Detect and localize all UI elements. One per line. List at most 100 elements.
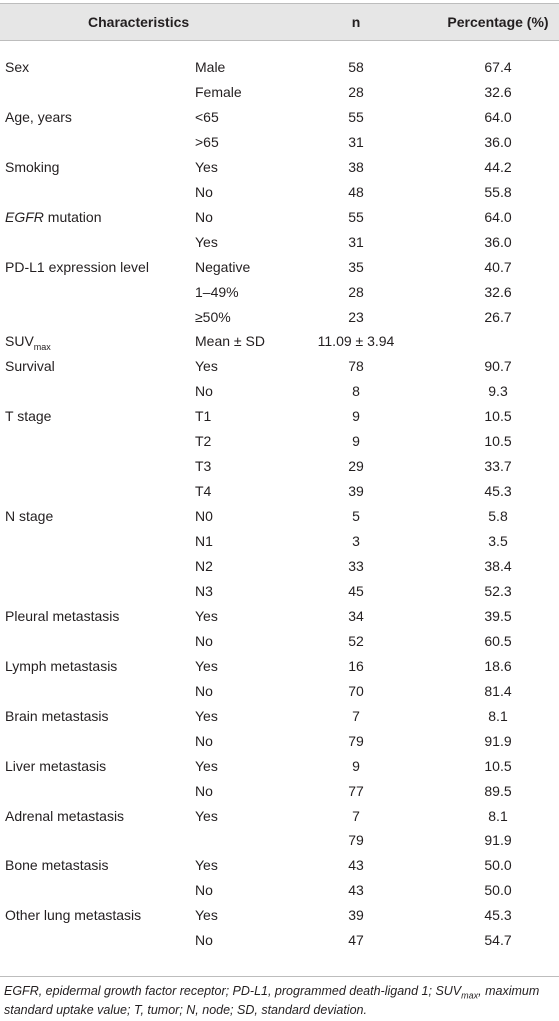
percentage-cell: 36.0 xyxy=(484,233,512,250)
characteristic-em: EGFR xyxy=(5,208,44,225)
n-cell: 23 xyxy=(348,308,364,325)
group-cell: No xyxy=(195,782,213,799)
characteristic-cell: T stage xyxy=(5,407,51,425)
percentage-cell: 3.5 xyxy=(488,533,508,550)
characteristic-cell: Lymph metastasis xyxy=(5,657,117,675)
n-cell: 39 xyxy=(348,483,364,500)
group-cell: Yes xyxy=(195,757,218,774)
n-cell: 31 xyxy=(348,133,364,150)
percentage-cell: 81.4 xyxy=(484,682,512,699)
percentage-cell: 55.8 xyxy=(484,183,512,200)
percentage-cell: 90.7 xyxy=(484,358,512,375)
n-cell: 58 xyxy=(348,59,364,75)
n-cell: 55 xyxy=(348,108,364,125)
percentage-cell: 9.3 xyxy=(488,383,508,400)
characteristic-text: N stage xyxy=(5,508,54,525)
percentage-cell: 50.0 xyxy=(484,882,512,899)
percentage-cell: 36.0 xyxy=(484,133,512,150)
group-cell: Yes xyxy=(195,807,218,824)
n-cell: 38 xyxy=(348,158,364,175)
n-cell: 79 xyxy=(348,732,364,749)
n-cell: 28 xyxy=(348,83,364,100)
footnote: EGFR, epidermal growth factor receptor; … xyxy=(4,982,556,1020)
characteristic-cell: Survival xyxy=(5,357,55,375)
n-cell: 8 xyxy=(352,383,360,400)
footnote-sub: max xyxy=(461,990,479,1001)
group-cell: No xyxy=(195,932,213,949)
characteristic-text: Age, years xyxy=(5,108,72,125)
characteristic-text: Brain metastasis xyxy=(5,707,109,724)
group-cell: T3 xyxy=(195,458,212,475)
n-cell: 16 xyxy=(348,657,364,674)
percentage-cell: 10.5 xyxy=(484,408,512,425)
characteristic-text: Smoking xyxy=(5,158,60,175)
percentage-cell: 52.3 xyxy=(484,582,512,599)
characteristic-text: SUV xyxy=(5,333,34,350)
n-cell: 9 xyxy=(352,408,360,425)
group-cell: <65 xyxy=(195,108,219,125)
characteristic-text: T stage xyxy=(5,408,52,425)
characteristic-text: Other lung metastasis xyxy=(5,907,142,924)
n-cell: 31 xyxy=(348,233,364,250)
group-cell: N0 xyxy=(195,508,213,525)
n-cell: 7 xyxy=(352,807,360,824)
n-cell: 70 xyxy=(348,682,364,699)
percentage-cell: 39.5 xyxy=(484,607,512,624)
percentage-cell: 60.5 xyxy=(484,632,512,649)
n-cell: 47 xyxy=(348,932,364,949)
n-cell: 7 xyxy=(352,707,360,724)
n-cell: 35 xyxy=(348,258,364,275)
percentage-cell: 10.5 xyxy=(484,757,512,774)
group-cell: Yes xyxy=(195,607,218,624)
n-cell: 52 xyxy=(348,632,364,649)
percentage-cell: 91.9 xyxy=(484,732,512,749)
group-cell: Mean ± SD xyxy=(195,333,265,350)
group-cell: Negative xyxy=(195,258,251,275)
characteristic-text: Adrenal metastasis xyxy=(5,807,125,824)
percentage-cell: 91.9 xyxy=(484,832,512,849)
percentage-cell: 45.3 xyxy=(484,907,512,924)
characteristic-cell: PD-L1 expression level xyxy=(5,258,149,276)
header-cell: n xyxy=(351,14,361,30)
characteristic-text: Survival xyxy=(5,358,55,375)
characteristic-text: Lymph metastasis xyxy=(5,657,118,674)
percentage-cell: 10.5 xyxy=(484,433,512,450)
n-cell: 5 xyxy=(352,508,360,525)
header-cell: Characteristics xyxy=(88,14,190,30)
group-cell: T4 xyxy=(195,483,212,500)
characteristic-cell: N stage xyxy=(5,507,53,525)
n-cell: 9 xyxy=(352,757,360,774)
percentage-cell: 64.0 xyxy=(484,208,512,225)
n-cell: 78 xyxy=(348,358,364,375)
group-cell: Yes xyxy=(195,707,218,724)
group-cell: Yes xyxy=(195,907,218,924)
percentage-cell: 44.2 xyxy=(484,158,512,175)
n-cell: 3 xyxy=(352,533,360,550)
percentage-cell: 38.4 xyxy=(484,558,512,574)
n-cell: 9 xyxy=(352,433,360,450)
percentage-cell: 32.6 xyxy=(484,283,512,300)
table-rule xyxy=(0,976,559,977)
n-cell: 48 xyxy=(348,183,364,200)
group-cell: N1 xyxy=(195,533,213,550)
characteristic-text: PD-L1 expression level xyxy=(5,258,149,275)
group-cell: Female xyxy=(195,83,242,100)
characteristic-text: Liver metastasis xyxy=(5,757,107,774)
characteristic-text: mutation xyxy=(47,208,102,225)
characteristic-cell: Other lung metastasis xyxy=(5,906,141,924)
percentage-cell: 8.1 xyxy=(488,807,508,824)
characteristic-text: Bone metastasis xyxy=(5,857,109,874)
group-cell: No xyxy=(195,682,213,699)
n-cell: 77 xyxy=(348,782,364,799)
n-cell: 28 xyxy=(348,283,364,300)
n-cell: 55 xyxy=(348,208,364,225)
group-cell: No xyxy=(195,183,213,200)
n-cell: 45 xyxy=(348,582,364,599)
group-cell: Yes xyxy=(195,857,218,874)
group-cell: ≥50% xyxy=(195,308,231,325)
group-cell: No xyxy=(195,208,213,225)
group-cell: Yes xyxy=(195,233,218,250)
characteristic-cell: Liver metastasis xyxy=(5,757,106,775)
characteristic-cell: Sex xyxy=(5,58,29,76)
